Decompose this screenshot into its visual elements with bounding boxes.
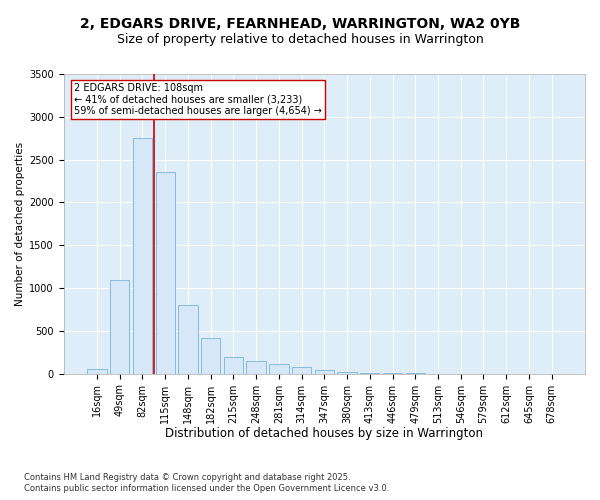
Bar	[133, 138, 152, 374]
Bar	[314, 370, 334, 374]
Bar	[201, 338, 220, 374]
Text: Contains HM Land Registry data © Crown copyright and database right 2025.: Contains HM Land Registry data © Crown c…	[24, 472, 350, 482]
Text: 2, EDGARS DRIVE, FEARNHEAD, WARRINGTON, WA2 0YB: 2, EDGARS DRIVE, FEARNHEAD, WARRINGTON, …	[80, 18, 520, 32]
Bar	[247, 361, 266, 374]
Text: Contains public sector information licensed under the Open Government Licence v3: Contains public sector information licen…	[24, 484, 389, 493]
Bar	[224, 358, 243, 374]
Bar	[110, 280, 130, 374]
Y-axis label: Number of detached properties: Number of detached properties	[15, 142, 25, 306]
Bar	[155, 172, 175, 374]
Bar	[178, 305, 197, 374]
Bar	[360, 372, 379, 374]
Bar	[337, 372, 357, 374]
Text: 2 EDGARS DRIVE: 108sqm
← 41% of detached houses are smaller (3,233)
59% of semi-: 2 EDGARS DRIVE: 108sqm ← 41% of detached…	[74, 83, 322, 116]
Bar	[88, 370, 107, 374]
Bar	[383, 373, 402, 374]
Bar	[292, 368, 311, 374]
X-axis label: Distribution of detached houses by size in Warrington: Distribution of detached houses by size …	[166, 427, 484, 440]
Bar	[269, 364, 289, 374]
Text: Size of property relative to detached houses in Warrington: Size of property relative to detached ho…	[116, 32, 484, 46]
